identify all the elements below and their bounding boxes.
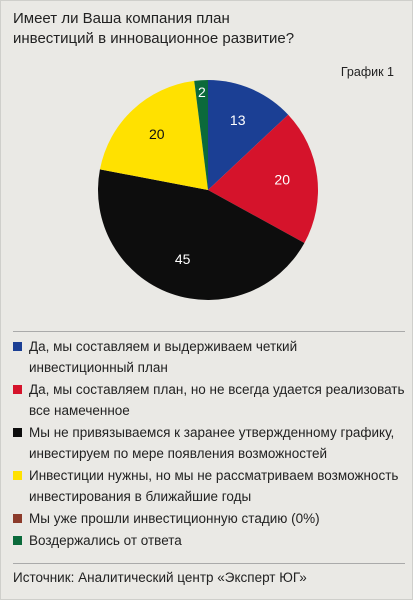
- legend-swatch: [13, 428, 22, 437]
- legend-text: Да, мы составляем план, но не всегда уда…: [29, 382, 405, 418]
- legend-item: Мы уже прошли инвестиционную стадию (0%): [13, 508, 405, 529]
- legend-swatch: [13, 342, 22, 351]
- legend: Да, мы составляем и выдерживаем четкий и…: [13, 331, 405, 552]
- pie-slice: [208, 80, 289, 190]
- legend-item: Мы не привязываемся к заранее утвержденн…: [13, 422, 405, 464]
- legend-item: Инвестиции нужны, но мы не рассматриваем…: [13, 465, 405, 507]
- data-label: 2: [198, 84, 206, 100]
- figure-label: График 1: [340, 65, 394, 79]
- legend-text: Инвестиции нужны, но мы не рассматриваем…: [29, 468, 399, 504]
- data-label: 13: [230, 112, 246, 128]
- source: Источник: Аналитический центр «Эксперт Ю…: [13, 563, 405, 585]
- legend-item: Воздержались от ответа: [13, 530, 405, 551]
- data-label: 20: [274, 171, 290, 187]
- pie-chart: 13 20 45 20 2: [98, 80, 318, 300]
- legend-swatch: [13, 514, 22, 523]
- legend-text: Воздержались от ответа: [29, 533, 182, 548]
- legend-text: Да, мы составляем и выдерживаем четкий и…: [29, 339, 298, 375]
- pie-slice: [99, 80, 208, 190]
- legend-swatch: [13, 471, 22, 480]
- legend-item: Да, мы составляем и выдерживаем четкий и…: [13, 336, 405, 378]
- pie-slice: [208, 114, 318, 243]
- pie-slice: [98, 169, 305, 300]
- pie-slice: [194, 80, 208, 190]
- legend-text: Мы уже прошли инвестиционную стадию (0%): [29, 511, 320, 526]
- legend-swatch: [13, 385, 22, 394]
- legend-swatch: [13, 536, 22, 545]
- data-label: 20: [149, 126, 165, 142]
- chart-title: Имеет ли Ваша компания план инвестиций в…: [13, 10, 295, 47]
- data-label: 45: [175, 251, 191, 267]
- legend-text: Мы не привязываемся к заранее утвержденн…: [29, 425, 395, 461]
- legend-item: Да, мы составляем план, но не всегда уда…: [13, 379, 405, 421]
